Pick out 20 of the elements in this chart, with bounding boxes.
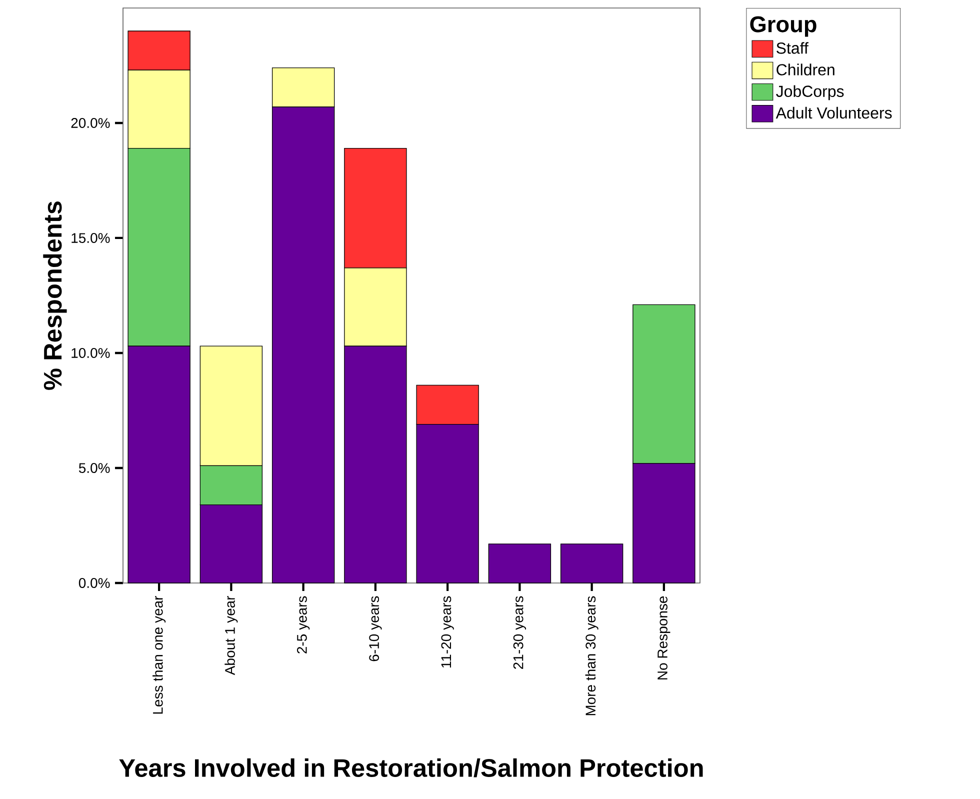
x-tick-label: No Response [658,596,670,680]
y-tick-label: 5.0% [78,463,110,473]
x-tick-label: 2-5 years [296,596,310,654]
x-tick-label: Less than one year [152,596,166,714]
x-tick-label: 11-20 years [441,596,454,668]
x-tick-label: 21-30 years [513,596,526,669]
y-tick-label: 20.0% [71,118,110,128]
y-tick-label: 0.0% [78,578,110,588]
x-tick-label: About 1 year [224,596,238,676]
y-tick-label: 10.0% [72,348,110,358]
y-axis-title: % Respondents [43,202,67,390]
legend-label: Staff [776,42,808,54]
x-tick-label: 6-10 years [369,596,382,662]
legend-title: Group [750,16,816,37]
legend-label: Children [776,64,834,76]
y-tick-label: 15.0% [72,233,110,243]
legend-label: JobCorps [776,85,844,100]
legend-label: Adult Volunteers [776,106,892,119]
x-tick-label: More than 30 years [585,596,598,716]
x-axis-title: Years Involved in Restoration/Salmon Protection [119,758,703,778]
